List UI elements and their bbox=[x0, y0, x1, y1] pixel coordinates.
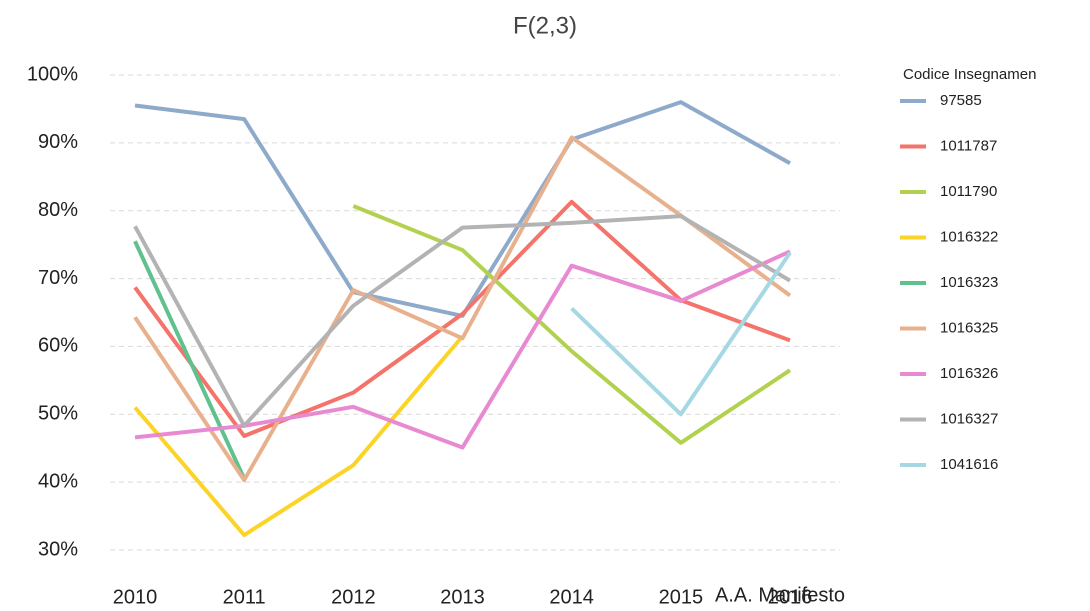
chart-title: F(2,3) bbox=[513, 12, 577, 39]
x-tick-label: 2015 bbox=[659, 586, 704, 608]
legend-label: 97585 bbox=[940, 92, 982, 109]
y-tick-label: 80% bbox=[38, 199, 78, 221]
y-tick-label: 40% bbox=[38, 470, 78, 492]
y-tick-label: 70% bbox=[38, 267, 78, 289]
y-tick-label: 90% bbox=[38, 131, 78, 153]
series-line bbox=[352, 204, 792, 445]
legend-label: 1016325 bbox=[940, 319, 998, 336]
x-tick-label: 2011 bbox=[223, 586, 266, 608]
x-tick-label: 2014 bbox=[549, 586, 594, 608]
series-line bbox=[570, 251, 792, 417]
x-tick-label: 2010 bbox=[113, 586, 158, 608]
legend-label: 1011790 bbox=[940, 183, 997, 200]
x-tick-label: 2016 bbox=[768, 586, 813, 608]
x-axis-title: A.A. Manifesto bbox=[715, 584, 845, 606]
x-tick-label: 2013 bbox=[440, 586, 485, 608]
y-tick-label: 50% bbox=[38, 403, 78, 425]
series-line bbox=[133, 334, 465, 538]
series-line bbox=[134, 100, 791, 318]
legend-label: 1016322 bbox=[940, 228, 998, 245]
y-tick-label: 60% bbox=[38, 335, 78, 357]
y-tick-label: 100% bbox=[27, 63, 78, 85]
legend-label: 1016326 bbox=[940, 365, 998, 382]
series-line bbox=[133, 214, 792, 428]
legend-title: Codice Insegnamen bbox=[903, 66, 1036, 83]
legend-label: 1016323 bbox=[940, 274, 998, 291]
legend-label: 1011787 bbox=[940, 137, 997, 154]
y-tick-label: 30% bbox=[38, 538, 78, 560]
legend-label: 1016327 bbox=[940, 410, 998, 427]
legend-label: 1041616 bbox=[940, 456, 998, 473]
series-line bbox=[133, 240, 246, 480]
x-tick-label: 2012 bbox=[331, 586, 376, 608]
